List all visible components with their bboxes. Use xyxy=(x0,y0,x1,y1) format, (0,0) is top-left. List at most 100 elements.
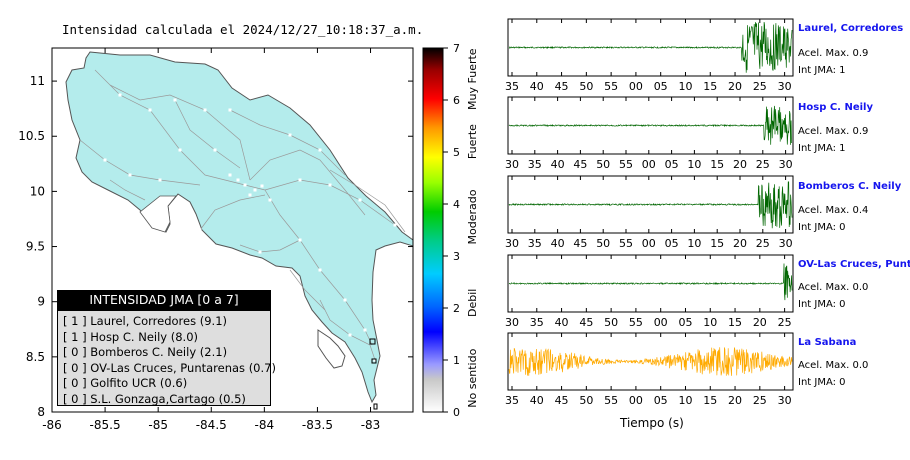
station-acel: Acel. Max. 0.9 xyxy=(798,48,869,59)
trace-tick-label: 20 xyxy=(733,237,747,250)
trace-tick-label: 55 xyxy=(619,158,633,171)
colorbar-tick-label: 5 xyxy=(453,146,460,159)
trace-tick-label: 35 xyxy=(505,80,519,93)
trace-tick-label: 30 xyxy=(505,158,519,171)
station-marker xyxy=(373,403,378,410)
trace-tick-label: 00 xyxy=(642,237,656,250)
town-marker xyxy=(318,148,322,152)
trace-tick-label: 15 xyxy=(710,158,724,171)
trace-tick-label: 05 xyxy=(665,158,679,171)
town-marker xyxy=(103,158,107,162)
y-tick-label: 9 xyxy=(37,295,45,309)
station-jma: Int JMA: 1 xyxy=(798,65,846,76)
road xyxy=(329,169,406,233)
town-marker xyxy=(178,148,182,152)
town-marker xyxy=(358,198,362,202)
map-axes: -86 -85.5 -85 -84.5 -84 -83.5 -83 8 8.5 9 9.5 10 10.… xyxy=(18,48,413,432)
trace-tick-label: 50 xyxy=(596,158,610,171)
town-marker xyxy=(243,183,247,187)
station-marker xyxy=(369,338,376,345)
trace-tick-label: 40 xyxy=(530,394,544,407)
trace-tick-label: 05 xyxy=(665,237,679,250)
waveform xyxy=(508,181,793,229)
trace-tick-label: 35 xyxy=(530,316,544,329)
road xyxy=(174,99,241,169)
town-marker xyxy=(228,108,232,112)
colorbar: 0 1 2 3 4 5 6 7 No sentido Debil Moderado Fuerte Mu… xyxy=(422,42,479,419)
town-marker xyxy=(248,193,252,197)
trace-tick-label: 10 xyxy=(703,316,717,329)
station-name: Laurel, Corredores xyxy=(798,23,904,34)
y-tick-label: 8 xyxy=(37,405,45,419)
trace-tick-label: 30 xyxy=(505,237,519,250)
colorbar-tick-label: 0 xyxy=(453,406,460,419)
nicoya-gulf xyxy=(139,195,177,233)
trace-tick-label: 15 xyxy=(710,237,724,250)
trace-tick-label: 10 xyxy=(687,237,701,250)
town-marker xyxy=(128,173,132,177)
station-name: Hosp C. Neily xyxy=(798,102,873,113)
station-jma: Int JMA: 0 xyxy=(798,377,846,388)
town-marker xyxy=(228,173,232,177)
trace-tick-label: 30 xyxy=(779,158,793,171)
y-tick-label: 11 xyxy=(30,74,45,88)
station-jma: Int JMA: 0 xyxy=(798,222,846,233)
colorbar-tick-label: 3 xyxy=(453,250,460,263)
town-marker xyxy=(393,223,397,227)
x-tick-label: -83 xyxy=(361,418,381,432)
trace-tick-label: 40 xyxy=(551,237,565,250)
legend-item: [ 1 ] Hosp C. Neily (8.0) xyxy=(63,329,199,344)
trace-tick-label: 55 xyxy=(604,394,618,407)
colorbar-gradient xyxy=(422,47,444,413)
town-marker xyxy=(173,98,177,102)
trace-tick-label: 15 xyxy=(703,394,717,407)
town-marker xyxy=(298,178,302,182)
road xyxy=(109,179,146,201)
legend-item: [ 1 ] Laurel, Corredores (9.1) xyxy=(63,314,227,328)
trace-tick-label: 40 xyxy=(530,80,544,93)
road xyxy=(109,84,251,181)
waveform xyxy=(508,263,793,301)
trace-tick-label: 40 xyxy=(555,316,569,329)
x-tick-label: -84.5 xyxy=(196,418,227,432)
trace-tick-label: 20 xyxy=(753,316,767,329)
station-marker xyxy=(371,358,377,364)
map-panel: -86 -85.5 -85 -84.5 -84 -83.5 -83 8 8.5 9 9.5 10 10.… xyxy=(18,47,414,432)
map-frame xyxy=(51,47,414,413)
trace-tick-label: 45 xyxy=(555,80,569,93)
trace-tick-label: 45 xyxy=(555,394,569,407)
trace-tick-label: 45 xyxy=(573,237,587,250)
waveform xyxy=(508,347,793,376)
legend-item: [ 0 ] Bomberos C. Neily (2.1) xyxy=(63,345,228,360)
trace-tick-label: 05 xyxy=(678,316,692,329)
station-jma: Int JMA: 0 xyxy=(798,299,846,310)
trace-tick-label: 10 xyxy=(678,80,692,93)
trace-tick-label: 50 xyxy=(579,394,593,407)
trace-tick-label: 30 xyxy=(505,316,519,329)
colorbar-tick-label: 1 xyxy=(453,354,460,367)
colorbar-category-label: Debil xyxy=(466,289,479,317)
legend-item: [ 0 ] S.L. Gonzaga,Cartago (0.5) xyxy=(63,391,246,406)
colorbar-category-label: Muy Fuerte xyxy=(466,48,479,110)
town-marker xyxy=(318,268,322,272)
trace-tick-label: 25 xyxy=(756,158,770,171)
town-marker xyxy=(258,250,262,254)
seismogram-panel: 35 40 45 50 55 00 05 10 15 20 25 30 xyxy=(505,332,794,407)
town-marker xyxy=(203,108,207,112)
town-marker xyxy=(253,188,257,192)
trace-tick-label: 00 xyxy=(654,316,668,329)
town-marker xyxy=(298,238,302,242)
town-marker xyxy=(213,148,217,152)
station-acel: Acel. Max. 0.9 xyxy=(798,126,869,137)
legend-item: [ 0 ] Golfito UCR (0.6) xyxy=(63,376,188,391)
station-name: OV-Las Cruces, Puntar xyxy=(798,259,910,270)
town-marker xyxy=(348,333,352,337)
town-marker xyxy=(198,228,202,232)
trace-tick-label: 20 xyxy=(728,80,742,93)
station-name: Bomberos C. Neily xyxy=(798,181,902,192)
seismogram-panel: 30 35 40 45 50 55 00 05 10 15 20 25 30 xyxy=(505,175,794,250)
seismogram-panel: 30 35 40 45 50 55 00 05 10 15 20 25 xyxy=(505,254,794,329)
town-marker xyxy=(260,184,264,188)
trace-tick-label: 30 xyxy=(778,80,792,93)
